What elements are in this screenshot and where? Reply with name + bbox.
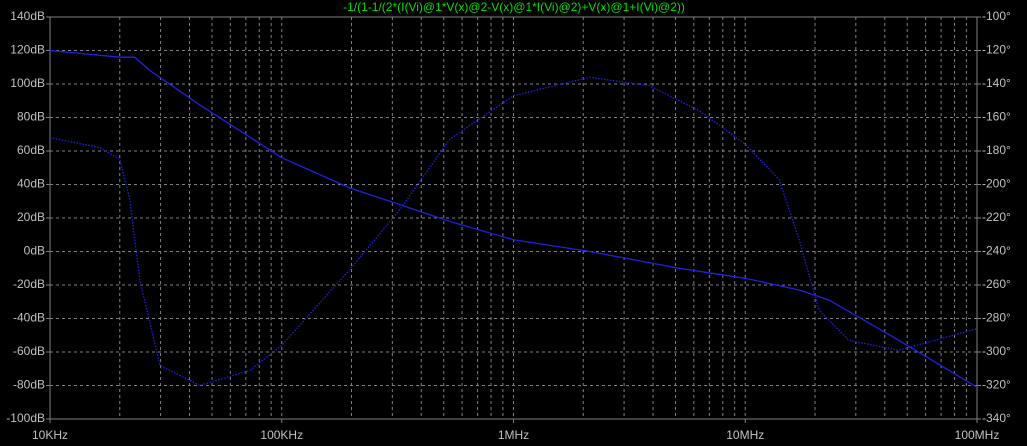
y-tick-label: 20dB — [17, 210, 45, 224]
x-tick-label: 100KHz — [260, 428, 303, 442]
x-tick-label: 1MHz — [498, 428, 529, 442]
series-line — [49, 49, 978, 388]
x-tick-label: 10KHz — [32, 428, 68, 442]
y-tick-label: 100dB — [10, 76, 45, 90]
series-line — [49, 76, 978, 387]
y-tick-label: -20dB — [13, 277, 45, 291]
x-tick-label: 10MHz — [726, 428, 764, 442]
y2-tick-label: -340° — [982, 411, 1011, 425]
y-tick-label: 140dB — [10, 9, 45, 23]
y2-tick-label: -200° — [982, 177, 1011, 191]
y2-tick-label: -160° — [982, 110, 1011, 124]
y-tick-label: 60dB — [17, 143, 45, 157]
y-tick-label: 80dB — [17, 110, 45, 124]
y2-tick-label: -280° — [982, 311, 1011, 325]
y2-tick-label: -300° — [982, 344, 1011, 358]
y-tick-label: -40dB — [13, 311, 45, 325]
y2-tick-label: -220° — [982, 210, 1011, 224]
y2-tick-label: -180° — [982, 143, 1011, 157]
y2-tick-label: -140° — [982, 76, 1011, 90]
y2-tick-label: -120° — [982, 43, 1011, 57]
y-tick-label: 40dB — [17, 177, 45, 191]
y2-tick-label: -260° — [982, 277, 1011, 291]
y-tick-label: -80dB — [13, 378, 45, 392]
y-tick-label: 0dB — [24, 244, 45, 258]
y-tick-label: -60dB — [13, 344, 45, 358]
y2-tick-label: -100° — [982, 9, 1011, 23]
y-tick-label: -100dB — [6, 411, 45, 425]
plot-frame — [49, 16, 978, 420]
y2-tick-label: -240° — [982, 244, 1011, 258]
y-tick-label: 120dB — [10, 43, 45, 57]
y2-tick-label: -320° — [982, 378, 1011, 392]
chart-title: -1/(1-1/(2*(I(Vi)@1*V(x)@2-V(x)@1*I(Vi)@… — [343, 0, 685, 14]
x-tick-label: 100MHz — [955, 428, 1000, 442]
